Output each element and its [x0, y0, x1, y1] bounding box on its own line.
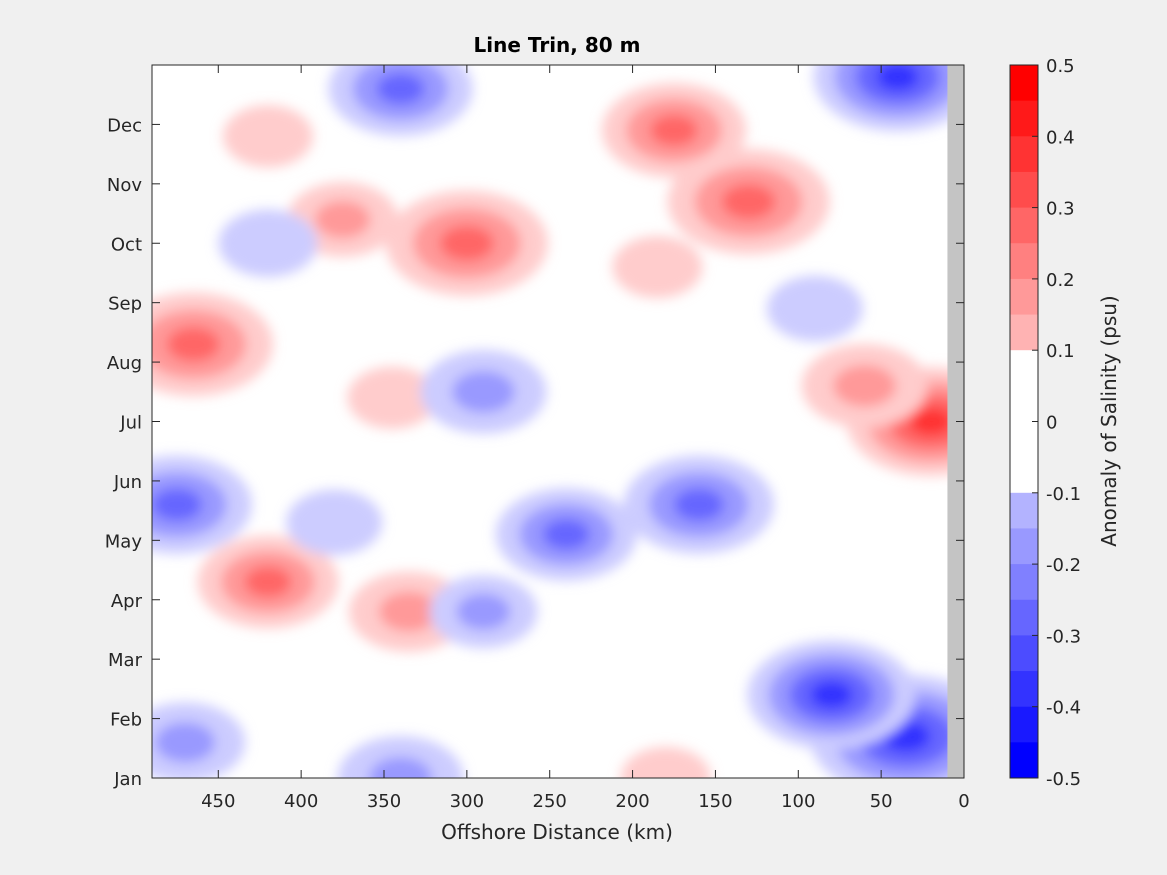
anomaly-feature-1-level-3	[439, 225, 494, 261]
y-tick-label-Oct: Oct	[111, 234, 142, 255]
colorbar-tick-label-0: 0.5	[1046, 56, 1075, 77]
anomaly-feature-4-level-2	[314, 200, 371, 239]
colorbar-tick-label-8: -0.3	[1046, 626, 1081, 647]
colorbar-band-0	[1010, 65, 1038, 102]
anomaly-feature-21-level-4	[876, 65, 919, 91]
x-tick-label-350: 350	[367, 791, 401, 812]
anomaly-feature-8-level-3	[244, 566, 292, 598]
colorbar-band-9	[1010, 385, 1038, 422]
colorbar-band-19	[1010, 742, 1038, 779]
colorbar-tick-label-5: 0	[1046, 413, 1057, 434]
x-tick-label-200: 200	[615, 791, 649, 812]
anomaly-feature-9-level-2	[378, 591, 439, 632]
chart-title: Line Trin, 80 m	[474, 33, 641, 57]
anomaly-feature-2-level-3	[721, 184, 776, 220]
y-tick-label-Dec: Dec	[107, 115, 142, 136]
anomaly-feature-24-level-2	[456, 593, 511, 630]
colorbar-tick-label-4: 0.1	[1046, 341, 1075, 362]
x-axis: 450 400 350 300 250 200 150 100 50 0	[201, 65, 970, 812]
y-axis: Jan Feb Mar Apr May Jun Jul Aug Sep Oct Nov Dec	[105, 115, 964, 790]
colorbar-band-4	[1010, 207, 1038, 244]
anomaly-feature-26-level-1	[286, 489, 383, 556]
colorbar-band-2	[1010, 136, 1038, 173]
colorbar-band-18	[1010, 706, 1038, 743]
anomaly-feature-0-level-3	[166, 327, 220, 362]
anomaly-feature-6-level-4	[909, 407, 952, 436]
anomaly-feature-16-level-3	[152, 488, 202, 522]
colorbar-tick-label-6: -0.1	[1046, 484, 1081, 505]
anomaly-feature-23-level-2	[369, 757, 433, 778]
colorbar-band-16	[1010, 635, 1038, 672]
colorbar-label: Anomaly of Salinity (psu)	[1097, 295, 1121, 546]
anomaly-feature-18-level-3	[673, 488, 724, 522]
y-tick-label-Mar: Mar	[108, 650, 143, 671]
colorbar-tick-label-2: 0.3	[1046, 199, 1075, 220]
colorbar-tick-label-1: 0.4	[1046, 127, 1075, 148]
colorbar-band-1	[1010, 100, 1038, 137]
colorbar-band-12	[1010, 492, 1038, 529]
anomaly-feature-25-level-1	[766, 275, 863, 342]
y-tick-label-May: May	[105, 531, 143, 552]
colorbar: 0.5 0.4 0.3 0.2 0.1 0 -0.1 -0.2 -0.3 -0.4 -0.5	[1009, 56, 1081, 790]
colorbar-tick-label-10: -0.5	[1046, 769, 1081, 790]
anomaly-field	[152, 65, 964, 778]
x-tick-label-300: 300	[450, 791, 484, 812]
x-tick-label-50: 50	[870, 791, 893, 812]
y-tick-label-Jun: Jun	[113, 472, 142, 493]
x-tick-label-0: 0	[958, 791, 969, 812]
colorbar-band-17	[1010, 671, 1038, 708]
anomaly-feature-14-level-1	[218, 209, 318, 277]
anomaly-feature-17-level-3	[542, 518, 590, 550]
anomaly-feature-12-level-1	[620, 747, 711, 778]
anomaly-feature-5-level-1	[223, 105, 313, 168]
anomaly-feature-20-level-4	[810, 681, 853, 709]
anomaly-feature-7-level-2	[833, 364, 897, 407]
x-axis-label: Offshore Distance (km)	[441, 820, 673, 844]
y-tick-label-Sep: Sep	[108, 294, 142, 315]
y-tick-label-Apr: Apr	[111, 591, 143, 612]
colorbar-band-10	[1010, 421, 1038, 458]
x-tick-label-150: 150	[698, 791, 732, 812]
anomaly-feature-22-level-2	[155, 722, 216, 763]
colorbar-band-15	[1010, 599, 1038, 636]
colorbar-band-5	[1010, 243, 1038, 280]
y-tick-label-Jul: Jul	[119, 413, 142, 434]
colorbar-band-7	[1010, 314, 1038, 351]
anomaly-feature-11-level-1	[612, 236, 703, 299]
colorbar-band-14	[1010, 564, 1038, 601]
y-tick-label-Nov: Nov	[107, 175, 142, 196]
y-tick-label-Jan: Jan	[113, 769, 142, 790]
colorbar-band-13	[1010, 528, 1038, 565]
anomaly-feature-15-level-2	[451, 370, 515, 413]
x-tick-label-400: 400	[284, 791, 318, 812]
colorbar-tick-label-9: -0.4	[1046, 698, 1081, 719]
y-tick-label-Feb: Feb	[110, 710, 142, 731]
colorbar-band-6	[1010, 278, 1038, 316]
colorbar-band-11	[1010, 457, 1038, 494]
y-tick-label-Aug: Aug	[107, 353, 142, 374]
anomaly-feature-3-level-3	[650, 114, 698, 147]
colorbar-tick-label-3: 0.2	[1046, 270, 1075, 291]
colorbar-tick-label-7: -0.2	[1046, 555, 1081, 576]
plot-area: 450 400 350 300 250 200 150 100 50 0 Jan Feb Mar Apr…	[105, 64, 970, 812]
x-tick-label-250: 250	[533, 791, 567, 812]
anomaly-feature-10-level-1	[347, 366, 438, 429]
x-tick-label-450: 450	[201, 791, 235, 812]
colorbar-band-8	[1010, 350, 1038, 387]
x-tick-label-100: 100	[781, 791, 815, 812]
anomaly-feature-13-level-3	[376, 73, 425, 105]
colorbar-band-3	[1010, 171, 1038, 209]
